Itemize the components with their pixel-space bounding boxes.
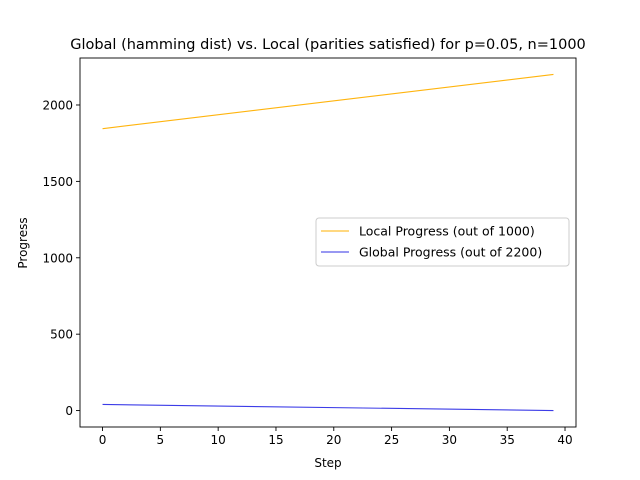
- chart-title: Global (hamming dist) vs. Local (paritie…: [70, 37, 586, 53]
- legend: Local Progress (out of 1000) Global Progr…: [315, 217, 570, 267]
- x-tick-label: 35: [500, 433, 515, 447]
- y-tick-label: 1000: [42, 251, 73, 265]
- x-tick-label: 10: [211, 433, 226, 447]
- series-line-local-progress: [102, 73, 554, 130]
- x-tick-label: 40: [557, 433, 572, 447]
- y-axis-label: Progress: [16, 217, 30, 268]
- plot-area: 0 5 10 15 20 25 30 35 40 0 500 1000 1500 2000: [42, 57, 577, 447]
- x-tick-label: 15: [268, 433, 283, 447]
- legend-label-local-progress: Local Progress (out of 1000): [359, 224, 535, 239]
- y-tick-label: 0: [65, 404, 73, 418]
- x-tick-label: 25: [384, 433, 399, 447]
- x-axis-label: Step: [314, 456, 341, 470]
- y-tick-label: 500: [50, 328, 73, 342]
- x-tick-label: 20: [326, 433, 341, 447]
- y-tick-label: 2000: [42, 98, 73, 112]
- legend-box: [315, 217, 570, 267]
- y-tick-label: 1500: [42, 175, 73, 189]
- legend-label-global-progress: Global Progress (out of 2200): [359, 245, 542, 260]
- x-tick-label: 5: [157, 433, 165, 447]
- x-tick-label: 30: [442, 433, 457, 447]
- plot-frame: [79, 57, 577, 428]
- x-tick-label: 0: [99, 433, 107, 447]
- series-line-global-progress: [102, 403, 554, 412]
